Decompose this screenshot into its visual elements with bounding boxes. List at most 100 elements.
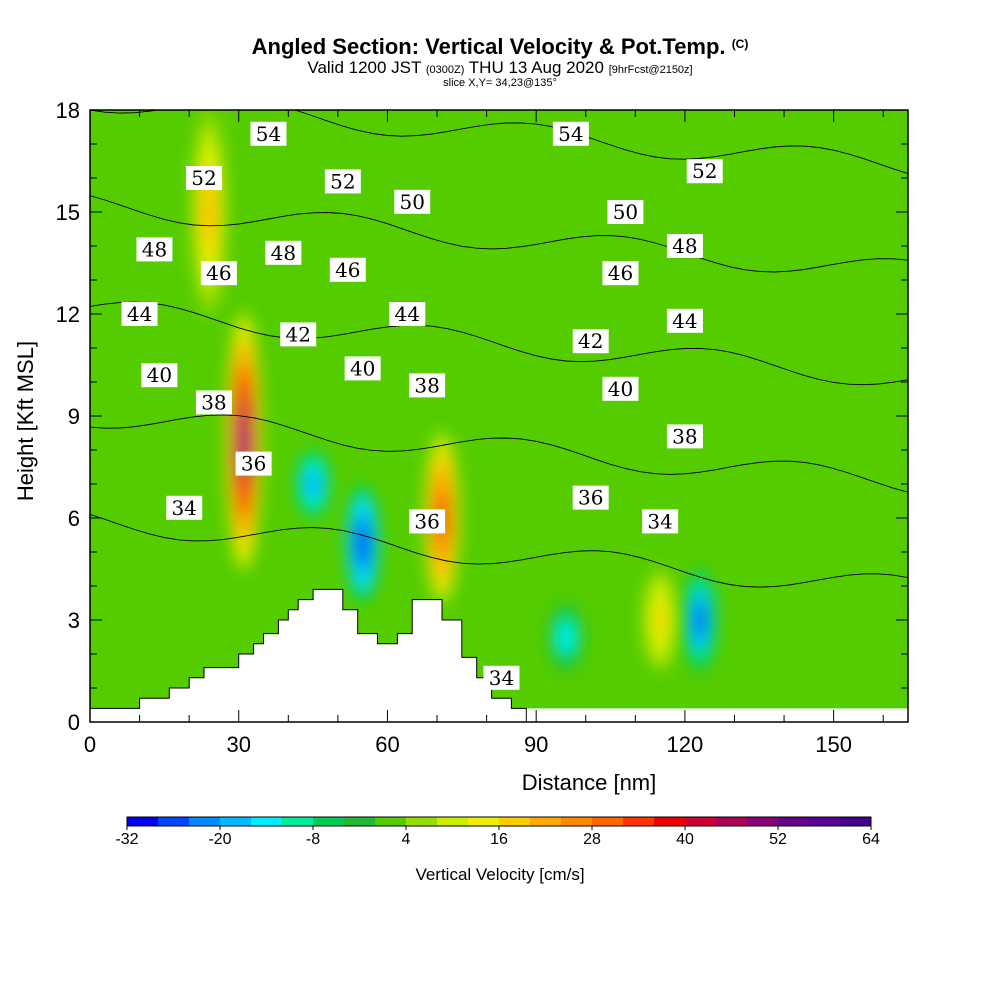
terrain-outline (90, 588, 527, 722)
colorbar-swatch (189, 817, 221, 826)
isentrope-label-bg (166, 495, 203, 520)
x-tick-label: 60 (375, 732, 399, 757)
isentrope-36 (90, 414, 908, 493)
isentrope-label: 38 (201, 390, 226, 414)
isentrope-label: 44 (395, 302, 420, 326)
isentrope-label: 52 (191, 166, 216, 190)
colorbar-swatch (654, 817, 686, 826)
isentrope-label: 34 (489, 666, 514, 690)
isentrope-label-bg (280, 322, 317, 347)
colorbar-tick-label: 52 (769, 831, 787, 848)
isentrope-label-bg (344, 356, 381, 381)
isentrope-label-bg (324, 169, 361, 194)
isentrope-label-bg (666, 308, 703, 333)
isentrope-label: 40 (608, 377, 633, 401)
y-tick-label: 15 (56, 200, 80, 225)
velocity-feature-updraft (643, 569, 678, 671)
isentrope-label-bg (200, 261, 237, 286)
colorbar-tick-label: 64 (862, 831, 880, 848)
isentrope-label: 50 (400, 190, 425, 214)
isentrope-label: 52 (330, 169, 355, 193)
colorbar-tick-label: 28 (583, 831, 601, 848)
y-tick-label: 12 (56, 302, 80, 327)
isentrope-label-bg (141, 363, 178, 388)
isentrope-label-bg (552, 121, 589, 146)
isentrope-label: 36 (578, 486, 603, 510)
isentrope-label: 48 (672, 234, 697, 258)
isentrope-label-bg (483, 665, 520, 690)
isentrope-label-bg (250, 121, 287, 146)
y-tick-label: 9 (68, 404, 80, 429)
isentrope-label: 48 (142, 237, 167, 261)
isentrope-label-bg (409, 373, 446, 398)
colorbar-swatch (778, 817, 810, 826)
valid-date: THU 13 Aug 2020 (468, 58, 604, 77)
x-tick-label: 120 (667, 732, 704, 757)
x-tick-label: 0 (84, 732, 96, 757)
isentrope-label-bg (195, 390, 232, 415)
x-axis-title: Distance [nm] (522, 770, 657, 795)
colorbar-tick-label: 40 (676, 831, 694, 848)
y-tick-label: 0 (68, 710, 80, 735)
y-tick-label: 6 (68, 506, 80, 531)
y-axis-title: Height [Kft MSL] (13, 341, 38, 501)
colorbar-swatch (840, 817, 872, 826)
y-tick-label: 3 (68, 608, 80, 633)
isentrope-label: 36 (241, 452, 266, 476)
x-tick-label: 150 (815, 732, 852, 757)
colorbar-swatch (561, 817, 593, 826)
colorbar-swatch (282, 817, 314, 826)
isentrope-44 (90, 0, 908, 70)
colorbar-swatch (809, 817, 841, 826)
colorbar-swatch (251, 817, 283, 826)
isentrope-label-bg (235, 451, 272, 476)
isentrope-label: 46 (608, 261, 633, 285)
isentrope-label: 36 (414, 509, 439, 533)
isentrope-38 (90, 301, 908, 386)
colorbar-tick-label: -20 (208, 831, 231, 848)
colorbar-tick-label: -8 (306, 831, 320, 848)
isentrope-label-bg (602, 261, 639, 286)
isentrope-label-bg (602, 376, 639, 401)
isentrope-label: 52 (692, 159, 717, 183)
isentrope-label-bg (329, 257, 366, 282)
isentrope-label: 38 (672, 424, 697, 448)
colorbar-title: Vertical Velocity [cm/s] (415, 865, 584, 884)
slice-info: slice X,Y= 34,23@135° (443, 77, 557, 89)
colorbar-swatch (468, 817, 500, 826)
isentrope-label: 34 (647, 509, 672, 533)
isentrope-label: 50 (613, 200, 638, 224)
colorbar-swatch (375, 817, 407, 826)
colorbar-swatch (406, 817, 438, 826)
colorbar-swatch (530, 817, 562, 826)
velocity-feature-downdraft (345, 484, 380, 603)
isentrope-label: 54 (558, 122, 583, 146)
isentrope-label: 44 (672, 309, 697, 333)
x-tick-label: 90 (524, 732, 548, 757)
isentrope-label-bg (666, 424, 703, 449)
velocity-feature-downdraft (296, 450, 331, 518)
colorbar-swatch (592, 817, 624, 826)
velocity-feature-downdraft (682, 569, 717, 671)
isentrope-label: 38 (414, 373, 439, 397)
isentrope-label: 34 (171, 496, 196, 520)
colorbar-swatch (499, 817, 531, 826)
colorbar-swatch (747, 817, 779, 826)
valid-utc: (0300Z) (425, 64, 465, 76)
isentrope-label-bg (121, 302, 158, 326)
isentrope-label-bg (572, 485, 609, 510)
isentrope-label-bg (666, 234, 703, 258)
colorbar-swatch (344, 817, 376, 826)
colorbar-swatch (623, 817, 655, 826)
valid-prefix: Valid 1200 JST (307, 58, 422, 77)
isentrope-label: 54 (256, 122, 281, 146)
colorbar-swatch (437, 817, 469, 826)
isentrope-label-bg (607, 200, 644, 224)
isentrope-label: 40 (350, 356, 375, 380)
terrain-mask (90, 589, 527, 722)
colorbar-tick-label: -32 (115, 831, 138, 848)
colorbar-swatch (220, 817, 252, 826)
colorbar-swatch (685, 817, 717, 826)
isentrope-label-bg (642, 509, 679, 534)
